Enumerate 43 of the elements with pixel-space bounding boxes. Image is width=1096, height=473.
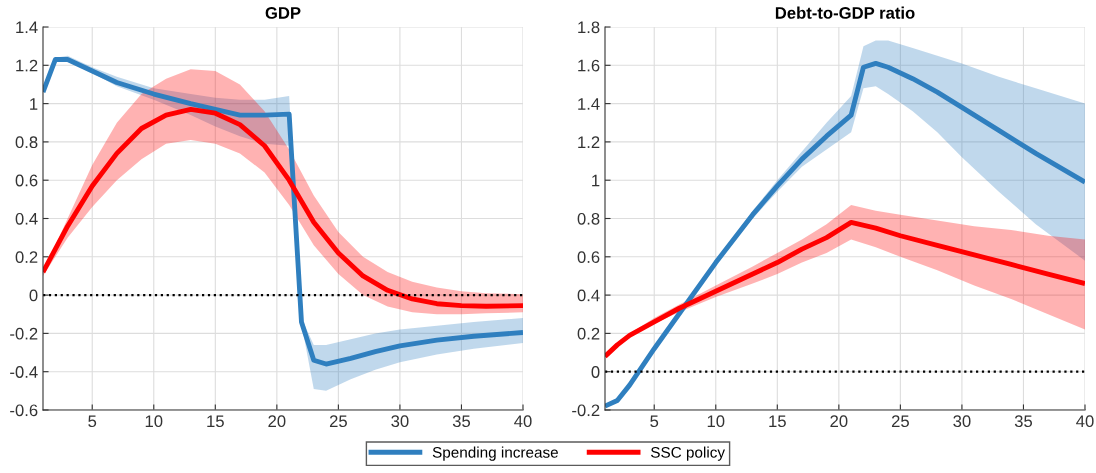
y-tick-label: 1.8: [578, 21, 600, 34]
x-tick-label: 5: [650, 415, 659, 428]
y-tick-label: 1: [30, 98, 38, 110]
x-tick-label: 30: [953, 415, 971, 428]
x-tick-label: 40: [514, 415, 532, 428]
x-tick-label: 30: [391, 415, 409, 428]
y-tick-label: 0: [591, 366, 600, 378]
x-tick-label: 15: [769, 415, 786, 428]
x-tick-label: 35: [1014, 415, 1033, 428]
y-tick-label: -0.6: [10, 404, 38, 417]
y-tick-label: 0.6: [577, 251, 600, 263]
y-tick-label: 1: [592, 174, 600, 187]
x-tick-label: 10: [707, 415, 725, 428]
chart-title: GDP: [265, 7, 301, 19]
y-tick-label: -0.2: [10, 327, 38, 340]
y-tick-label: 0.8: [15, 136, 38, 149]
y-tick-label: 1.6: [578, 59, 600, 72]
y-tick-label: 0.4: [577, 289, 600, 302]
chart-title: Debt-to-GDP ratio: [775, 6, 915, 19]
x-tick-label: 20: [268, 415, 286, 428]
x-tick-label: 5: [88, 415, 97, 428]
x-tick-label: 25: [891, 415, 909, 428]
y-tick-label: 0.8: [577, 212, 600, 225]
y-tick-label: -0.2: [572, 404, 600, 417]
y-tick-label: 1.4: [578, 98, 600, 110]
y-tick-label: 1.2: [16, 59, 38, 72]
x-tick-label: 15: [207, 415, 224, 428]
y-tick-label: 1.4: [16, 21, 38, 34]
y-tick-label: 0.2: [15, 251, 38, 263]
y-tick-label: 0: [29, 289, 38, 302]
y-tick-label: 0.4: [15, 212, 38, 225]
line-series: [43, 106, 523, 309]
x-tick-label: 40: [1076, 415, 1094, 428]
legend-label: Spending increase: [432, 446, 558, 461]
x-tick-label: 25: [329, 415, 347, 428]
y-tick-label: -0.4: [10, 366, 38, 378]
y-tick-label: 0.2: [577, 327, 600, 340]
x-tick-label: 10: [145, 415, 163, 428]
legend-label: SSC policy: [651, 446, 725, 461]
x-tick-label: 20: [830, 415, 848, 428]
y-tick-label: 0.6: [15, 174, 38, 187]
y-tick-label: 1.2: [578, 136, 600, 148]
x-tick-label: 35: [452, 415, 471, 428]
